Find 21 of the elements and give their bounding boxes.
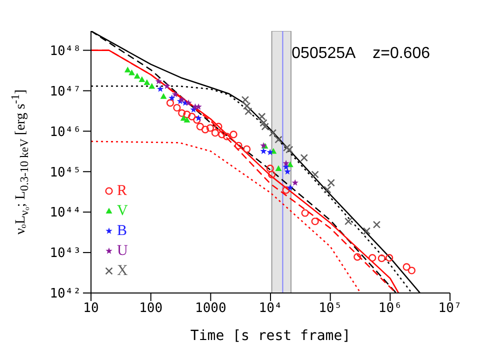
y-tick-label: 10⁴⁷ [50,84,81,100]
x-tick-label: 10 [83,301,99,316]
y-tick-label: 10⁴⁸ [50,44,81,59]
y-tick-label: 10⁴³ [50,246,81,262]
legend-label: B [117,222,128,240]
legend-label: V [117,202,128,220]
legend-label: X [117,262,128,280]
legend-label: U [117,242,128,260]
y-tick-label: 10⁴⁴ [50,206,81,221]
x-axis-title: Time [s rest frame] [189,328,352,344]
y-tick-label: 10⁴⁶ [50,124,81,140]
x-tick-label: 10⁷ [438,301,462,316]
annotation: 050525A z=0.606 [292,45,430,63]
x-tick-label: 1000 [195,301,226,316]
x-tick-label: 10⁶ [378,301,402,316]
x-tick-label: 100 [139,301,163,316]
y-tick-label: 10⁴² [50,286,81,302]
legend-label: R [117,182,128,200]
y-tick-label: 10⁴⁵ [50,165,81,180]
x-tick-label: 10⁵ [318,301,342,316]
x-tick-label: 10⁴ [258,301,282,316]
